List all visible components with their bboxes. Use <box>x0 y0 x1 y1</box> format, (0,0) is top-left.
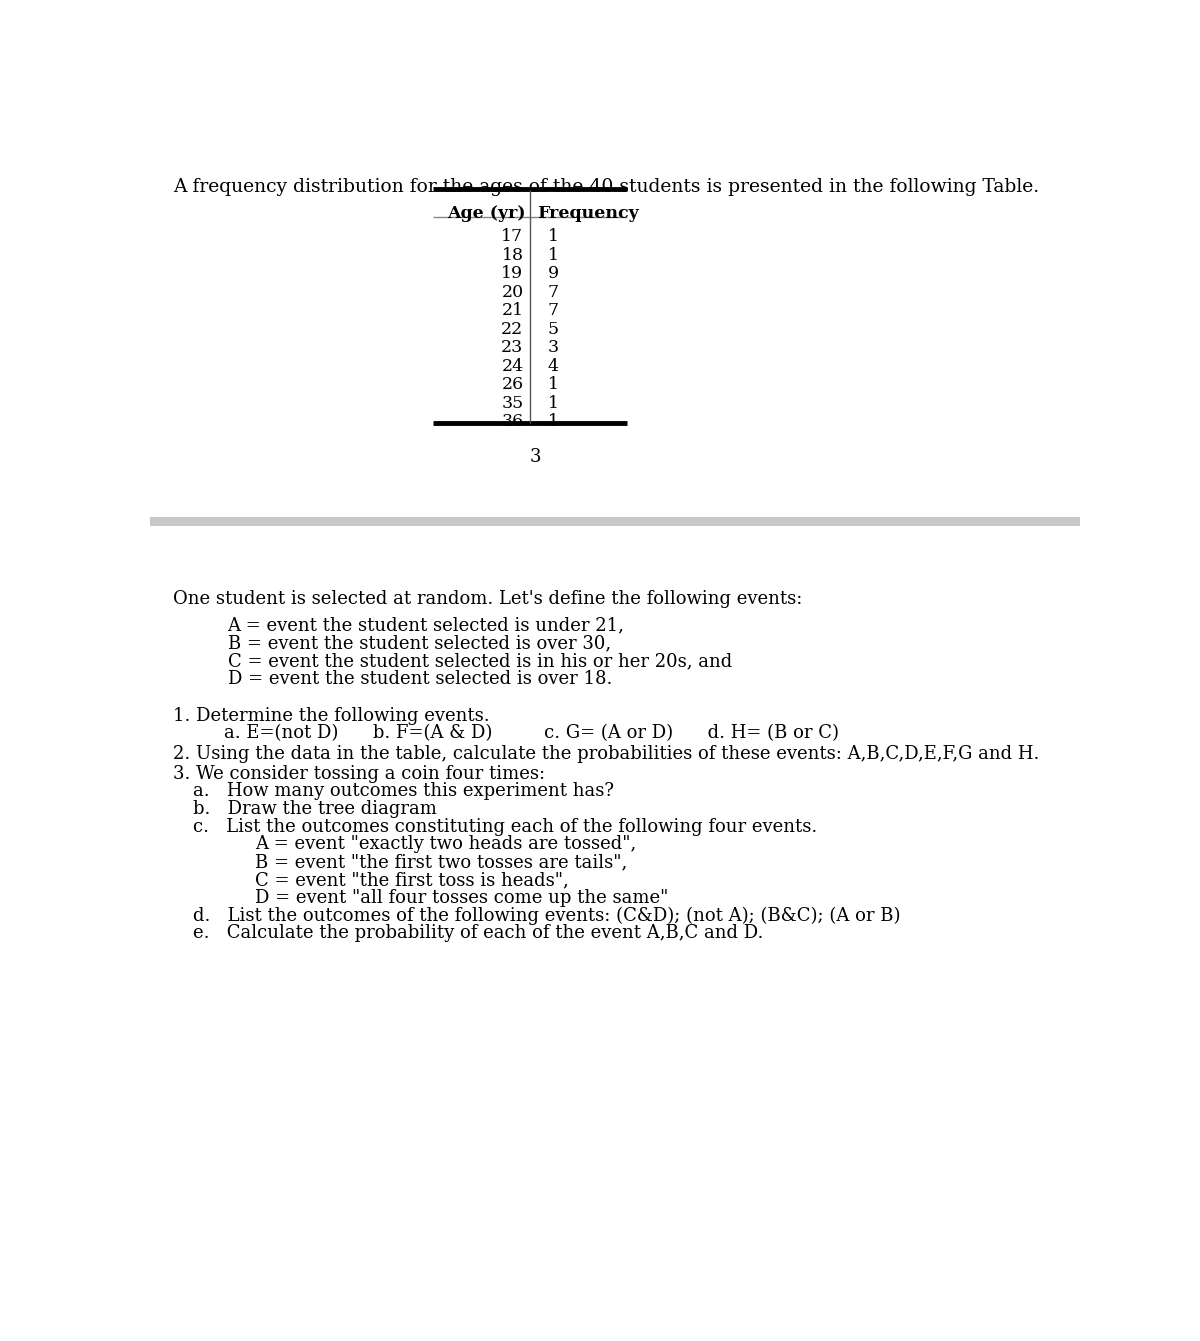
Text: c.   List the outcomes constituting each of the following four events.: c. List the outcomes constituting each o… <box>193 818 817 835</box>
Text: 36: 36 <box>502 413 523 430</box>
Text: a. E=(not D)      b. F=(A & D)         c. G= (A or D)      d. H= (B or C): a. E=(not D) b. F=(A & D) c. G= (A or D)… <box>223 724 839 743</box>
Text: A frequency distribution for the ages of the 40 students is presented in the fol: A frequency distribution for the ages of… <box>173 178 1039 196</box>
Text: 1: 1 <box>547 394 558 412</box>
Text: 1: 1 <box>547 375 558 393</box>
Text: 26: 26 <box>502 375 523 393</box>
Text: 2. Using the data in the table, calculate the probabilities of these events: A,B: 2. Using the data in the table, calculat… <box>173 746 1039 763</box>
Text: A = event the student selected is under 21,: A = event the student selected is under … <box>228 617 624 634</box>
Text: 1: 1 <box>547 228 558 245</box>
Text: C = event the student selected is in his or her 20s, and: C = event the student selected is in his… <box>228 652 732 670</box>
Text: 1. Determine the following events.: 1. Determine the following events. <box>173 707 490 725</box>
Text: C = event "the first toss is heads",: C = event "the first toss is heads", <box>254 870 569 889</box>
Text: b.   Draw the tree diagram: b. Draw the tree diagram <box>193 801 437 818</box>
Text: 1: 1 <box>547 413 558 430</box>
Text: 17: 17 <box>502 228 523 245</box>
Text: 22: 22 <box>502 320 523 338</box>
Text: 1: 1 <box>547 247 558 264</box>
Text: 9: 9 <box>547 266 558 282</box>
Text: 21: 21 <box>502 302 523 319</box>
Text: 3: 3 <box>547 339 558 357</box>
Text: 4: 4 <box>547 358 558 374</box>
Text: A = event "exactly two heads are tossed",: A = event "exactly two heads are tossed"… <box>254 835 636 853</box>
Text: Frequency: Frequency <box>538 205 640 221</box>
Text: 7: 7 <box>547 302 558 319</box>
Text: D = event the student selected is over 18.: D = event the student selected is over 1… <box>228 670 612 688</box>
Text: a.   How many outcomes this experiment has?: a. How many outcomes this experiment has… <box>193 782 613 801</box>
Text: D = event "all four tosses come up the same": D = event "all four tosses come up the s… <box>254 889 668 907</box>
Text: e.   Calculate the probability of each of the event A,B,C and D.: e. Calculate the probability of each of … <box>193 924 763 941</box>
Text: 18: 18 <box>502 247 523 264</box>
Bar <box>150 516 1080 526</box>
Text: 19: 19 <box>502 266 523 282</box>
Text: 24: 24 <box>502 358 523 374</box>
Text: 5: 5 <box>547 320 558 338</box>
Text: One student is selected at random. Let's define the following events:: One student is selected at random. Let's… <box>173 590 803 607</box>
Text: 23: 23 <box>502 339 523 357</box>
Text: d.   List the outcomes of the following events: (C&D); (not A); (B&C); (A or B): d. List the outcomes of the following ev… <box>193 907 900 924</box>
Text: 3. We consider tossing a coin four times:: 3. We consider tossing a coin four times… <box>173 764 545 783</box>
Text: 35: 35 <box>502 394 523 412</box>
Text: 3: 3 <box>529 448 541 467</box>
Text: B = event the student selected is over 30,: B = event the student selected is over 3… <box>228 634 611 653</box>
Text: B = event "the first two tosses are tails",: B = event "the first two tosses are tail… <box>254 853 626 872</box>
Text: 20: 20 <box>502 284 523 300</box>
Text: 7: 7 <box>547 284 558 300</box>
Text: Age (yr): Age (yr) <box>448 205 526 221</box>
